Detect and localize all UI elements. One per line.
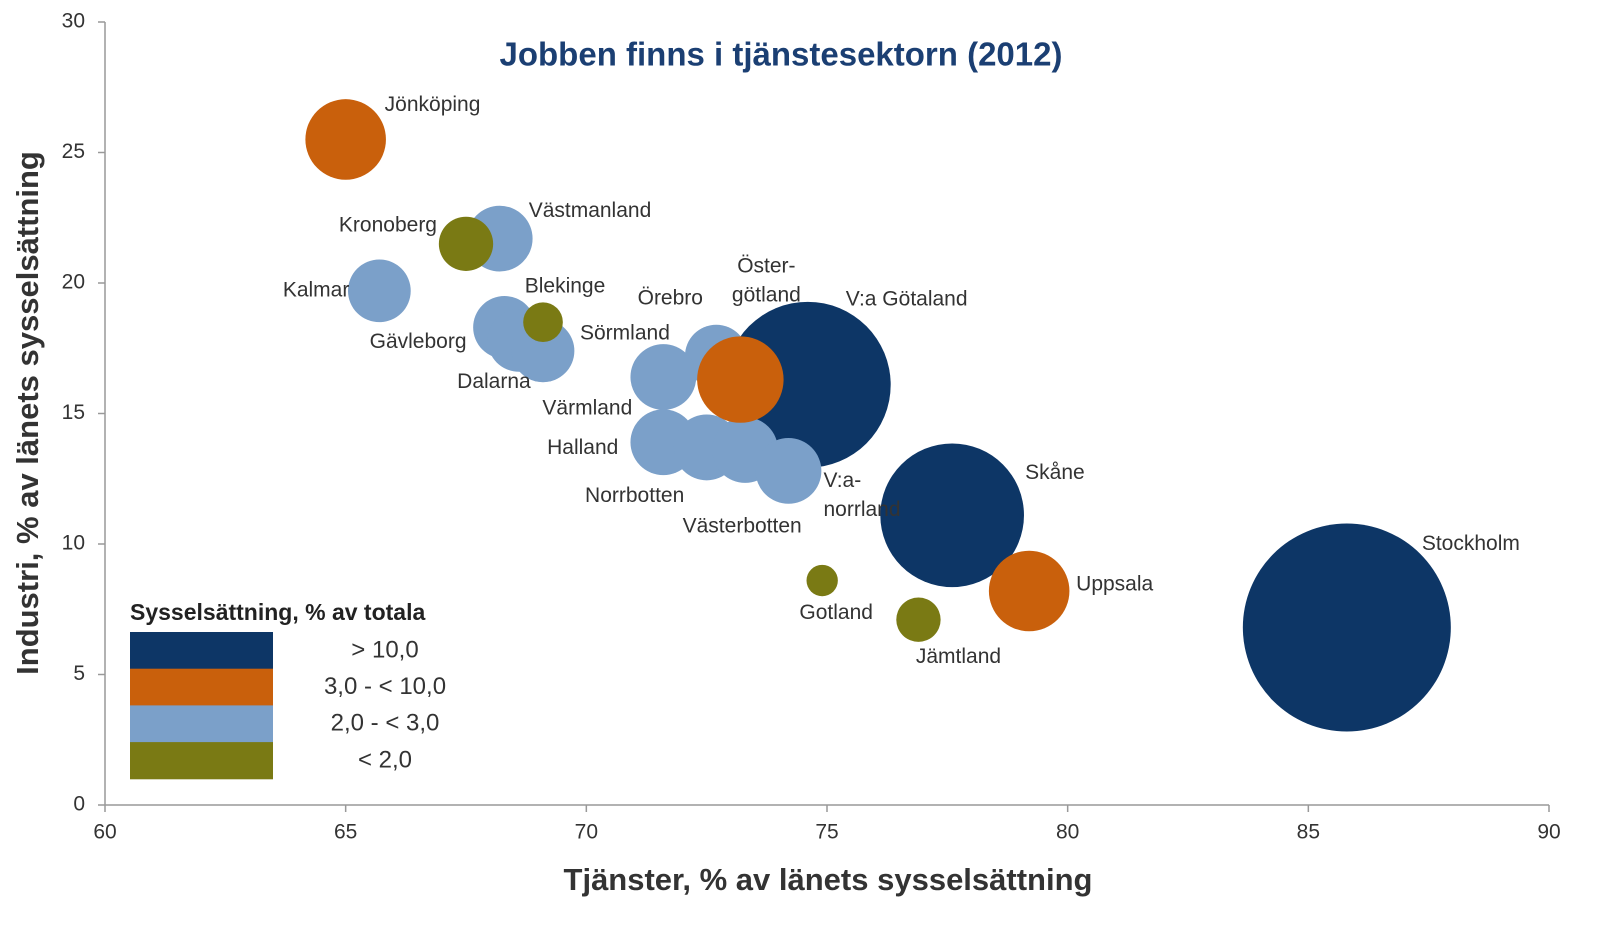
bubble [630, 344, 697, 410]
bubble [438, 216, 494, 272]
point-label: Jämtland [916, 645, 1001, 668]
point-label: Dalarna [457, 370, 531, 393]
point-label: Norrbotten [585, 484, 684, 507]
point-label: Stockholm [1422, 532, 1520, 555]
bubble [305, 99, 386, 180]
point-label: Skåne [1025, 461, 1085, 484]
point-label: Örebro [638, 287, 703, 310]
bubble [880, 443, 1024, 588]
point-label: Sörmland [580, 321, 670, 344]
point-label: V:a-norrland [823, 468, 900, 520]
legend-label: 3,0 - < 10,0 [324, 673, 446, 700]
x-tick-label: 80 [1056, 821, 1079, 844]
point-label-line: norrland [823, 497, 900, 520]
bubble [988, 550, 1070, 632]
legend-swatch [130, 742, 273, 780]
point-label: Öster-götland [732, 254, 801, 306]
legend-swatch [130, 632, 273, 670]
bubble [896, 597, 941, 642]
point-label-line: V:a- [823, 468, 861, 491]
y-tick-label: 20 [62, 271, 85, 294]
point-label: Gävleborg [370, 330, 467, 353]
y-tick-label: 0 [73, 793, 85, 816]
point-label-line: götland [732, 283, 801, 306]
bubble [806, 564, 838, 597]
chart-title: Jobben finns i tjänstesektorn (2012) [500, 36, 1063, 73]
bubble [348, 259, 411, 323]
point-label-line: Öster- [737, 254, 795, 277]
y-tick-label: 30 [62, 10, 85, 33]
bubble [1242, 523, 1451, 732]
legend-title: Sysselsättning, % av totala [130, 599, 425, 625]
bubble [755, 438, 822, 504]
y-axis-label: Industri, % av länets sysselsättning [10, 151, 45, 675]
point-label: Jönköping [385, 93, 481, 116]
x-tick-label: 75 [815, 821, 838, 844]
y-tick-label: 10 [62, 532, 85, 555]
point-label: V:a Götaland [846, 287, 968, 310]
x-tick-label: 90 [1537, 821, 1560, 844]
bubble [511, 319, 575, 383]
point-label: Västerbotten [683, 515, 802, 538]
point-label: Kalmar [283, 278, 350, 301]
point-label: Uppsala [1076, 573, 1153, 596]
point-label: Blekinge [525, 275, 606, 298]
x-axis-label: Tjänster, % av länets sysselsättning [564, 862, 1093, 897]
point-label: Gotland [799, 601, 873, 624]
point-label: Kronoberg [339, 213, 437, 236]
bubble [697, 336, 784, 423]
y-tick-label: 5 [73, 662, 85, 685]
x-tick-label: 70 [575, 821, 598, 844]
legend-label: < 2,0 [358, 746, 412, 773]
x-tick-label: 85 [1297, 821, 1320, 844]
point-label: Västmanland [529, 199, 652, 222]
legend-swatch [130, 668, 273, 706]
y-tick-label: 25 [62, 140, 85, 163]
point-label: Halland [547, 436, 618, 459]
bubble [523, 302, 563, 342]
x-tick-label: 65 [334, 821, 357, 844]
y-tick-label: 15 [62, 401, 85, 424]
legend-label: 2,0 - < 3,0 [331, 710, 440, 737]
legend-swatch [130, 705, 273, 743]
point-label: Värmland [542, 397, 632, 420]
legend-label: > 10,0 [351, 636, 418, 663]
x-tick-label: 60 [93, 821, 116, 844]
